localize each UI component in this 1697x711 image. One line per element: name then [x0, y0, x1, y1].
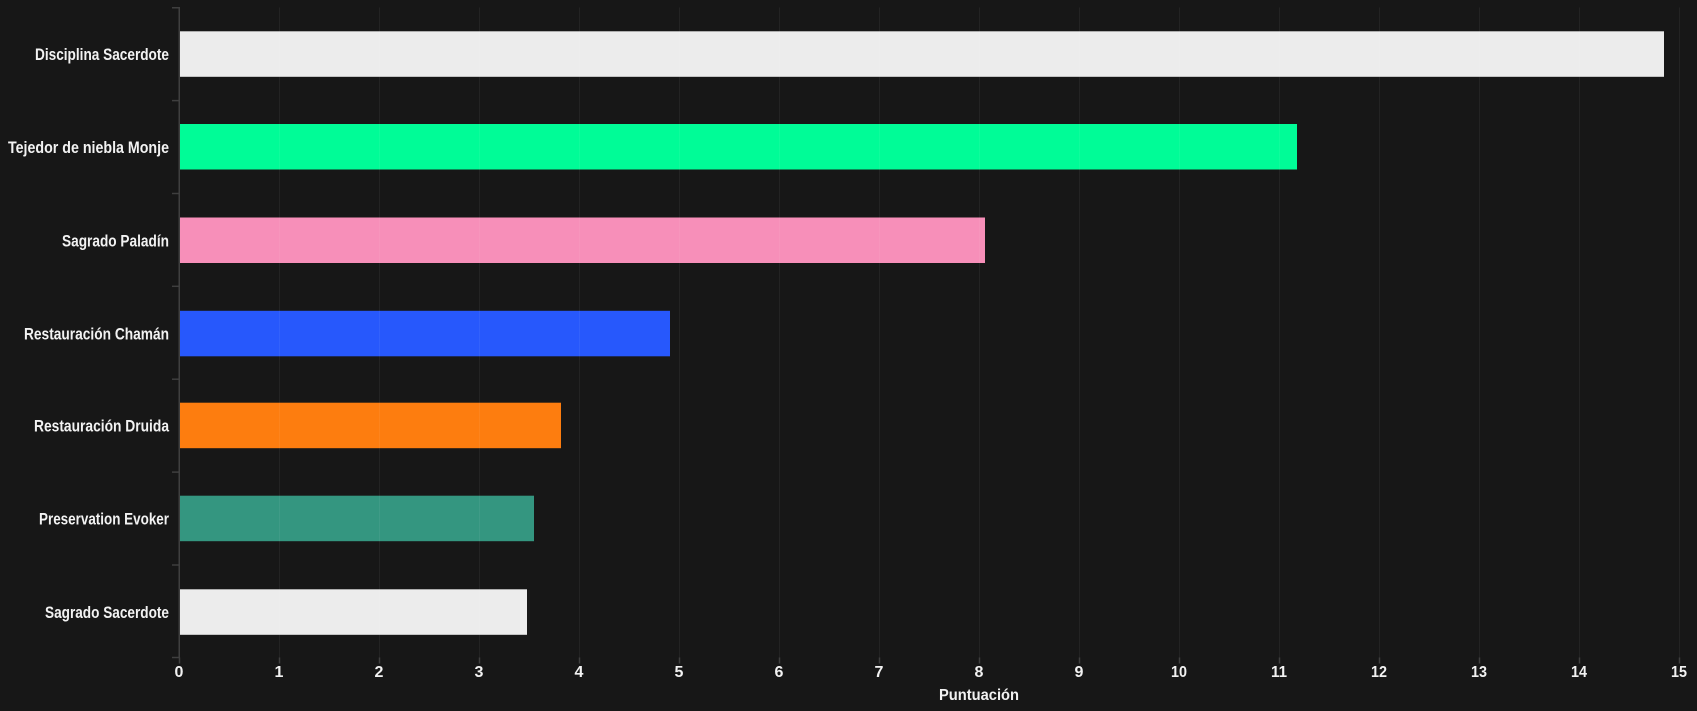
svg-text:Preservation Evoker: Preservation Evoker: [39, 510, 169, 529]
svg-text:12: 12: [1371, 664, 1387, 681]
svg-text:15: 15: [1671, 664, 1687, 681]
svg-text:10: 10: [1171, 664, 1187, 681]
svg-text:Puntuación: Puntuación: [939, 687, 1019, 704]
svg-text:Tejedor de niebla Monje: Tejedor de niebla Monje: [8, 138, 169, 157]
svg-text:13: 13: [1471, 664, 1487, 681]
svg-text:Restauración Druida: Restauración Druida: [34, 417, 169, 436]
svg-text:11: 11: [1271, 664, 1287, 681]
svg-text:2: 2: [375, 664, 384, 681]
svg-text:Disciplina Sacerdote: Disciplina Sacerdote: [35, 45, 169, 64]
svg-text:5: 5: [675, 664, 684, 681]
svg-text:Sagrado Paladín: Sagrado Paladín: [62, 231, 169, 250]
svg-text:14: 14: [1571, 664, 1587, 681]
svg-text:4: 4: [575, 664, 584, 681]
svg-text:3: 3: [475, 664, 484, 681]
svg-text:9: 9: [1075, 664, 1084, 681]
svg-text:6: 6: [775, 664, 784, 681]
svg-text:8: 8: [975, 664, 984, 681]
svg-text:0: 0: [175, 664, 184, 681]
svg-text:7: 7: [875, 664, 884, 681]
svg-text:1: 1: [275, 664, 284, 681]
svg-text:Sagrado Sacerdote: Sagrado Sacerdote: [45, 603, 169, 622]
svg-text:Restauración Chamán: Restauración Chamán: [24, 325, 169, 344]
